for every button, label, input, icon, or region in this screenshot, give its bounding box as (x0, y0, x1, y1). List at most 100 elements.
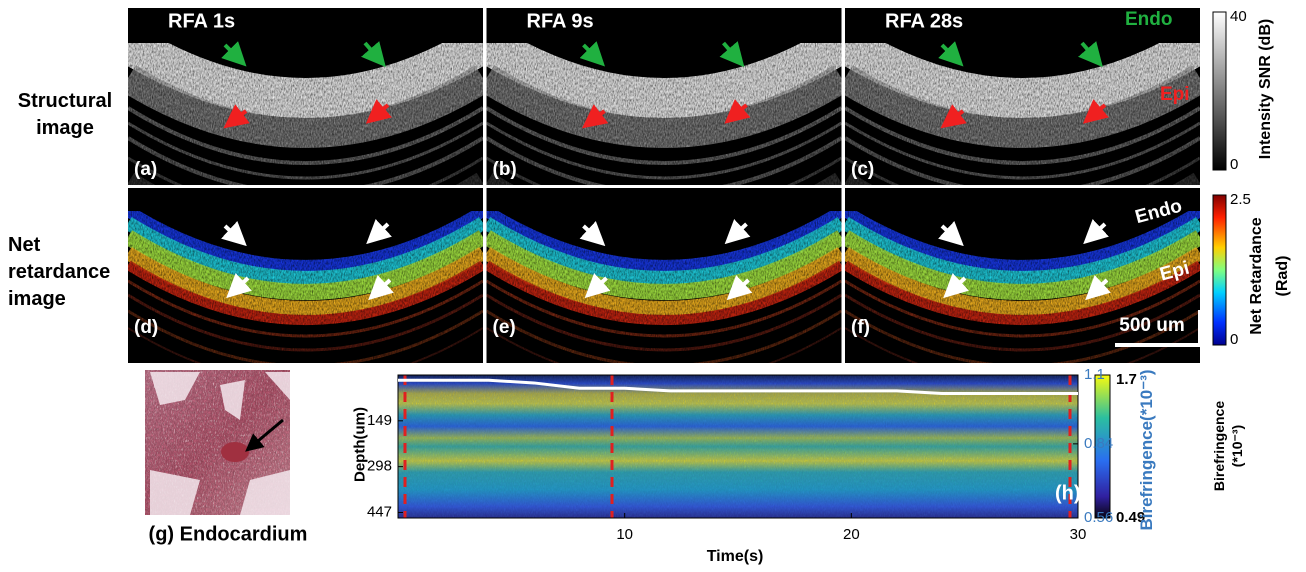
arrow (361, 41, 386, 68)
tissue-layer (128, 293, 483, 352)
y-tick-label: 447 (367, 503, 392, 520)
panel-label: (h) (1055, 482, 1081, 504)
tissue-layer (486, 25, 842, 118)
x-tick-label: 30 (1070, 526, 1087, 543)
colorbar-label: Net Retardance (Rad) (1248, 217, 1291, 335)
panel-label: (e) (493, 317, 516, 338)
arrow (943, 273, 969, 299)
tissue-layer (486, 247, 842, 315)
tissue-layer (486, 121, 842, 180)
colorbar-tick: 0 (1230, 331, 1238, 348)
tissue-layer (845, 121, 1200, 180)
panel-label: (b) (493, 159, 517, 180)
arrow (223, 104, 250, 129)
row-label: Structural image (17, 90, 113, 139)
tissue (486, 205, 842, 363)
tissue-layer (128, 247, 483, 315)
tissue-layer (128, 106, 483, 165)
event-lines (403, 375, 1072, 518)
arrow (940, 104, 967, 129)
panel-label: (a) (134, 159, 157, 180)
retardance-panel: (e) (486, 188, 842, 363)
arrow (724, 99, 751, 124)
tissue (486, 25, 842, 185)
structural-panel: RFA 9s (b) (486, 8, 842, 185)
tissue-layer (486, 106, 842, 165)
tissue-layer (845, 230, 1200, 300)
arrow (724, 219, 751, 245)
arrow (368, 275, 394, 301)
tissue (845, 25, 1200, 185)
tissue-layer (845, 327, 1200, 363)
structural-panel: RFA 28s (c) (845, 8, 1200, 185)
arrow (221, 41, 247, 67)
tissue-layer (845, 65, 1200, 148)
chart: 1.7 0.49 (h) Time(s) 10 20 30 149 298 447 1.1 0… (367, 366, 1145, 565)
tissue-layer (845, 25, 1200, 118)
colorbar-tick: 0.49 (1116, 509, 1145, 526)
tissue-layer (128, 65, 483, 148)
photo-highlights (150, 372, 290, 515)
arrow (726, 275, 753, 301)
y-axis-label: Depth(um) (351, 407, 369, 482)
tissue-layer (845, 136, 1200, 185)
retardance-panel: (f) (845, 188, 1200, 363)
y2-axis-label: Birefringence(*10⁻³) (1137, 369, 1156, 531)
tissue-layer (486, 230, 842, 300)
colorbar-tick: 1.7 (1116, 371, 1137, 388)
tissue-layer (128, 327, 483, 363)
colorbar (1212, 194, 1227, 346)
retardance-panel: (d) (128, 188, 483, 363)
data-line (398, 378, 1078, 396)
row-label: Net retardance image (8, 234, 111, 310)
tissue-layer (128, 25, 483, 118)
tissue-layer (845, 106, 1200, 165)
tissue-layer (128, 279, 483, 338)
arrow (938, 221, 964, 247)
tissue-layer (845, 293, 1200, 352)
arrow (938, 41, 964, 67)
arrow (1082, 99, 1109, 124)
tissue-layer (128, 121, 483, 180)
tissue-layer (128, 260, 483, 325)
arrow (581, 104, 609, 129)
y-tick-label: 149 (367, 412, 392, 429)
x-tick-label: 10 (616, 526, 633, 543)
image-panels: RFA 1s (a) (d) RFA 9s (b) (e) RFA 28s (c) (f) (128, 8, 1200, 363)
tissue-layer (486, 327, 842, 363)
arrow (1083, 219, 1109, 245)
colorbar-tick: 0 (1230, 156, 1238, 173)
colorbar-label: Intensity SNR (dB) (1257, 18, 1274, 160)
plot-frame (397, 374, 1079, 519)
arrow (1078, 41, 1103, 68)
scale-bar-label: 500 um (1119, 315, 1184, 336)
tissue-layer (845, 217, 1200, 285)
structural-panel: RFA 1s (a) (128, 8, 483, 185)
tissue-layer (128, 217, 483, 285)
y2-tick-label: 0.56 (1084, 509, 1113, 526)
arrow (365, 99, 392, 124)
tissue-layer (128, 309, 483, 363)
tissue-layer (486, 260, 842, 325)
tissue-layer (128, 230, 483, 300)
arrow (579, 41, 605, 67)
tissue-layer (486, 156, 842, 185)
panel-label: (f) (851, 317, 870, 338)
x-tick-label: 20 (843, 526, 860, 543)
tissue (845, 205, 1200, 363)
tissue-layer (845, 156, 1200, 185)
panel-label: (c) (851, 159, 874, 180)
tissue-layer (486, 217, 842, 285)
arrow (245, 418, 284, 452)
annotation: Endo (1125, 9, 1173, 30)
x-axis-label: Time(s) (707, 548, 764, 565)
tissue-layer (486, 309, 842, 363)
tissue-layer (845, 260, 1200, 325)
arrow (1085, 275, 1111, 301)
arrow (579, 221, 606, 247)
panel-title: RFA 1s (168, 10, 235, 32)
tissue (128, 25, 483, 185)
tissue-layer (128, 205, 483, 272)
